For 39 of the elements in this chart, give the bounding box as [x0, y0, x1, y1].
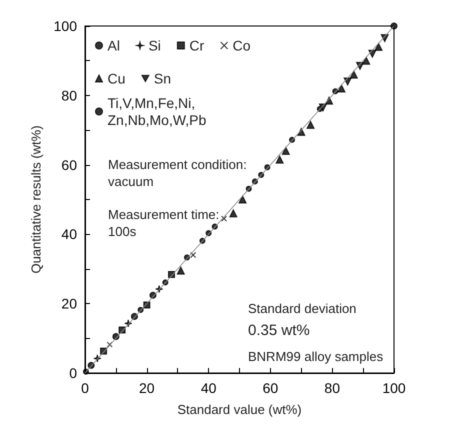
- annotation: BNRM99 alloy samples: [248, 349, 384, 364]
- point: [282, 146, 290, 155]
- x-tick-label: 20: [139, 380, 155, 396]
- annotation: Measurement time: 100s: [108, 207, 220, 239]
- annotation: Measurement condition: vacuum: [108, 157, 247, 189]
- point: [238, 196, 247, 204]
- y-tick-label: 20: [61, 296, 78, 312]
- x-tick-label: 0: [81, 380, 90, 396]
- legend-label: Al: [108, 38, 120, 54]
- point: [229, 209, 238, 218]
- x-tick-label: 40: [200, 380, 217, 396]
- annotation: Standard deviation: [248, 301, 356, 316]
- x-tick-label: 60: [262, 380, 278, 396]
- legend-label: Ti,V,Mn,Fe,Ni, Zn,Nb,Mo,W,Pb: [108, 95, 207, 128]
- legend-label: Co: [232, 38, 251, 54]
- annotation: 0.35 wt%: [248, 322, 310, 339]
- x-tick-label: 80: [324, 380, 340, 396]
- point: [221, 216, 228, 222]
- point: [106, 342, 113, 348]
- point: [337, 84, 346, 92]
- point: [306, 120, 315, 129]
- y-tick-label: 80: [61, 87, 78, 104]
- x-tick-label: 100: [382, 380, 406, 396]
- point: [350, 70, 358, 79]
- point: [390, 22, 398, 30]
- point: [374, 42, 383, 51]
- legend-label: Cu: [108, 70, 126, 86]
- legend-label: Cr: [189, 38, 205, 54]
- y-tick-label: 100: [54, 18, 78, 34]
- point: [276, 156, 284, 164]
- y-tick-label: 0: [69, 365, 78, 381]
- legend-label: Sn: [154, 70, 172, 86]
- y-tick-label: 40: [61, 226, 78, 242]
- x-axis-title: Standard value (wt%): [177, 402, 302, 417]
- y-tick-label: 60: [61, 156, 78, 173]
- point: [190, 252, 196, 258]
- legend-label: Si: [148, 38, 161, 54]
- point: [176, 266, 185, 275]
- y-axis-title: Quantitative results (wt%): [28, 125, 44, 274]
